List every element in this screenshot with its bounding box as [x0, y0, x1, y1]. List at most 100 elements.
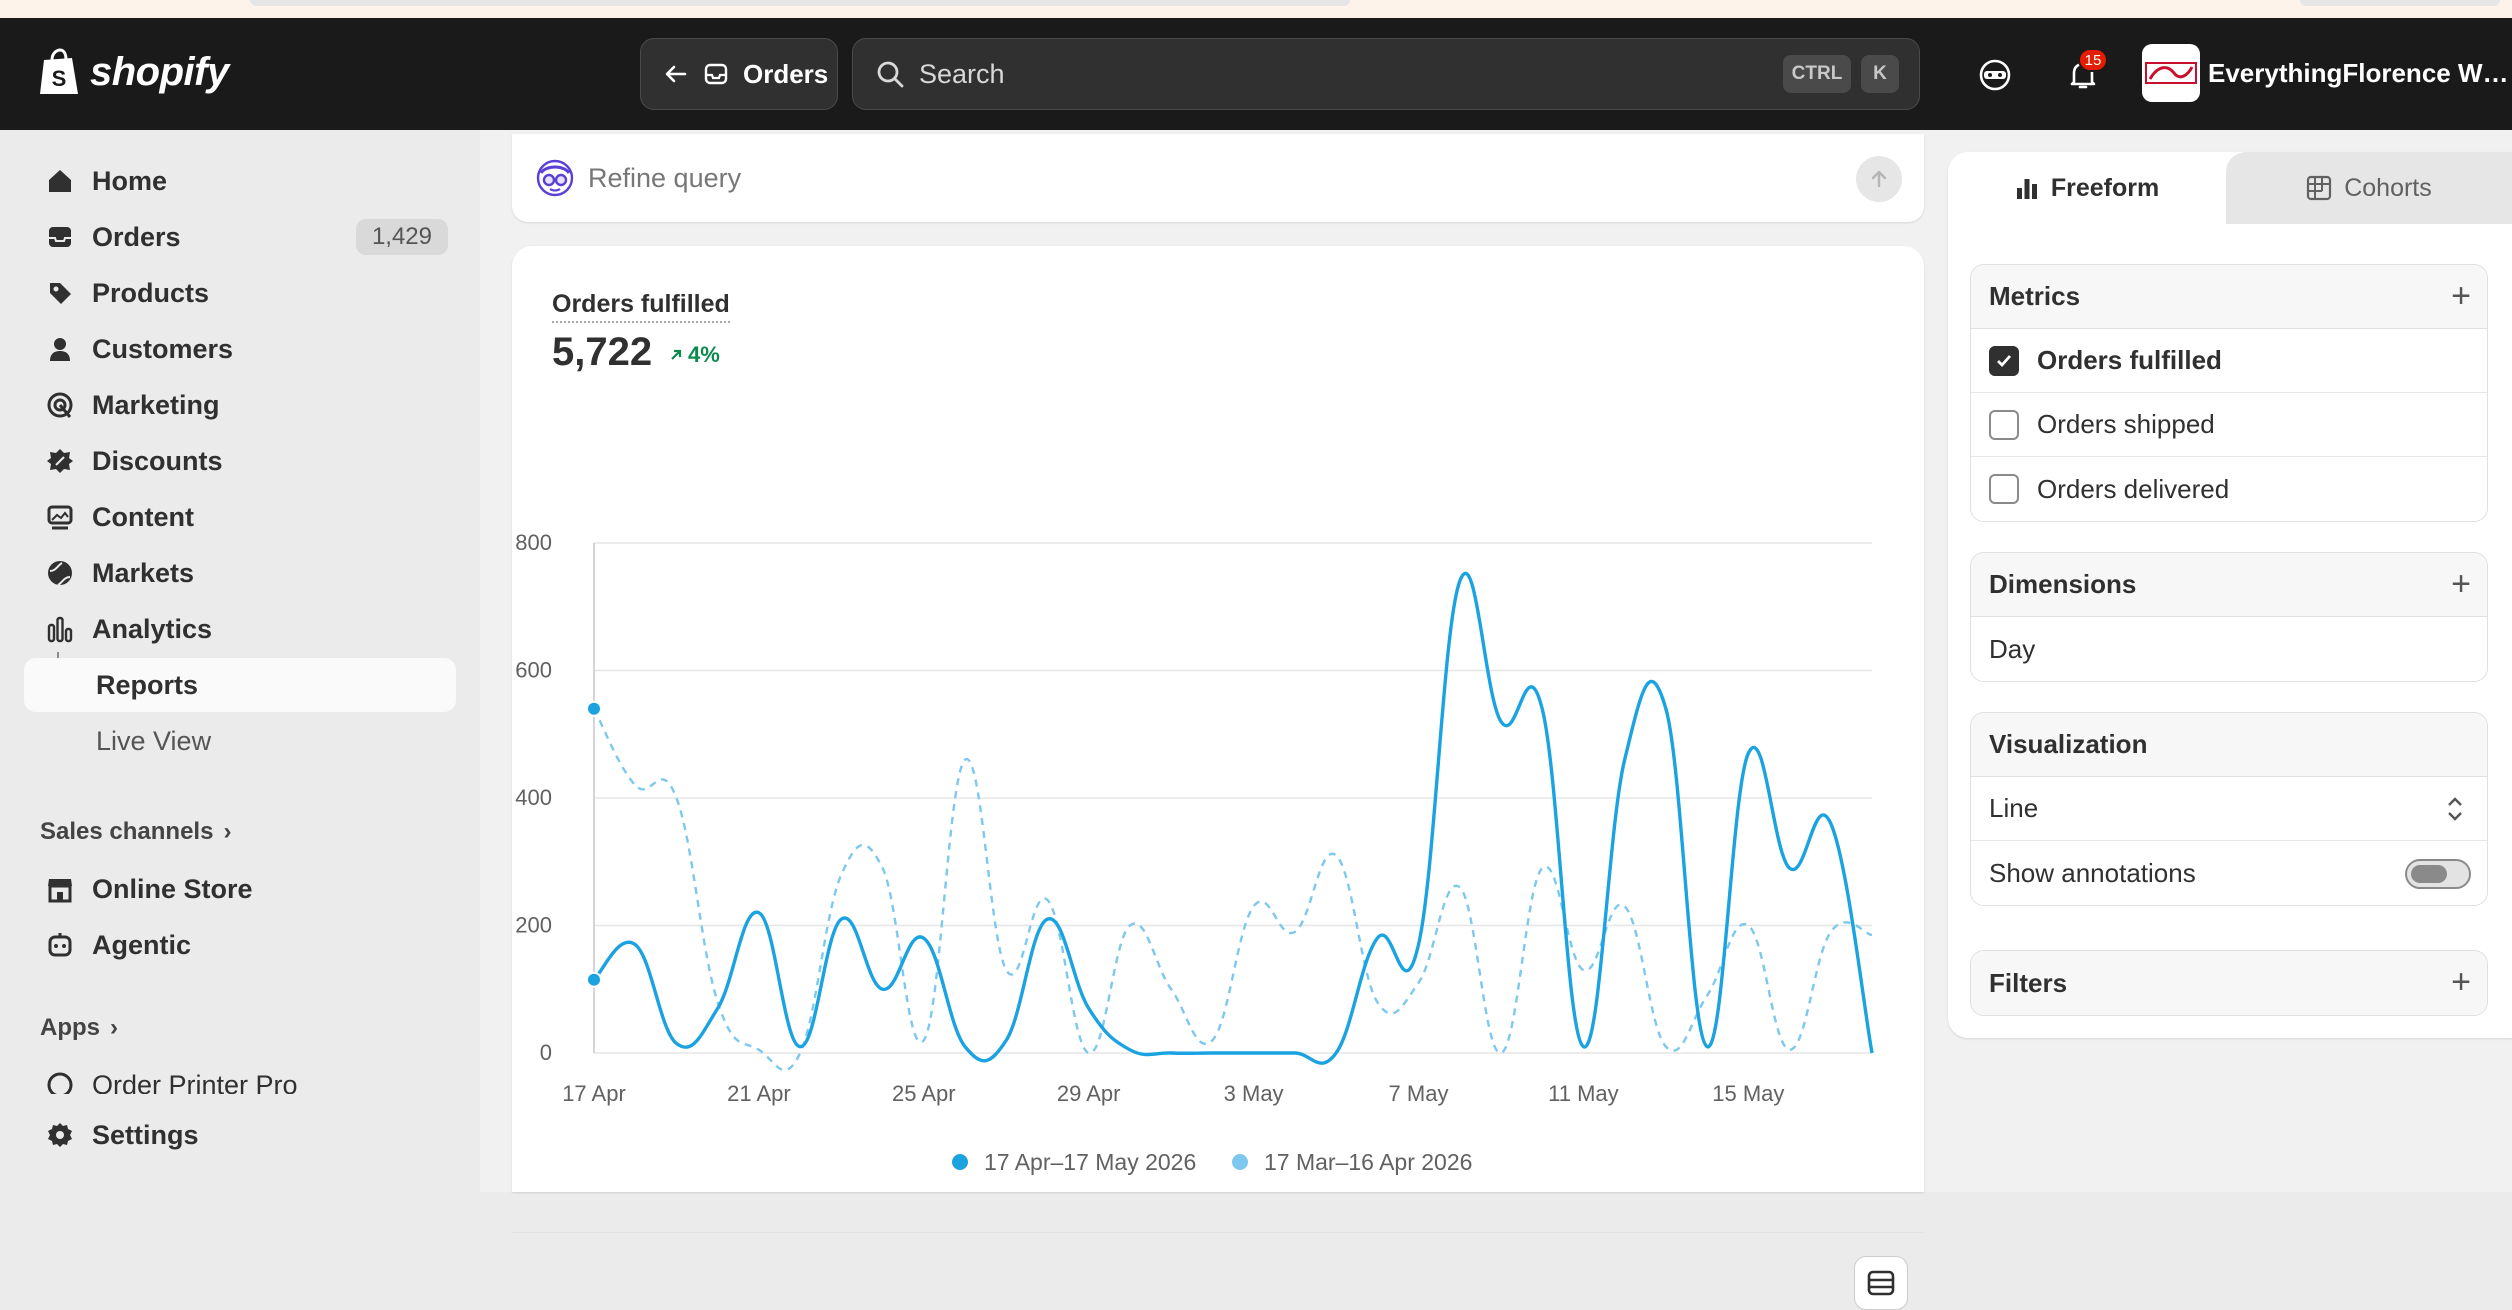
- sidebar-item-orders[interactable]: Orders 1,429: [24, 210, 456, 264]
- orders-count-badge: 1,429: [355, 219, 448, 255]
- content-icon: [42, 499, 78, 535]
- svg-text:S: S: [52, 66, 67, 91]
- sidebar-item-label: Customers: [92, 333, 234, 364]
- dimension-item-day[interactable]: Day: [1971, 617, 2487, 681]
- shopify-logo[interactable]: S shopify: [38, 48, 229, 96]
- chevron-right-icon: ›: [223, 818, 232, 845]
- select-chevrons-icon: [2448, 797, 2462, 821]
- tab-cohorts[interactable]: Cohorts: [2226, 152, 2512, 224]
- sidebar-item-markets[interactable]: Markets: [24, 546, 456, 600]
- metrics-title: Metrics: [1989, 281, 2081, 311]
- metrics-section: Metrics + Orders fulfilled Orders shippe…: [1970, 264, 2488, 522]
- visualization-title: Visualization: [1989, 729, 2148, 759]
- sidebar-item-live-view[interactable]: Live View: [24, 714, 456, 768]
- series-start-point: [586, 700, 602, 717]
- sidebar-item-discounts[interactable]: Discounts: [24, 434, 456, 488]
- sidebar-item-settings[interactable]: Settings: [24, 1108, 456, 1162]
- tab-label: Freeform: [2050, 173, 2160, 202]
- metric-option-orders-shipped[interactable]: Orders shipped: [1971, 393, 2487, 457]
- sidekick-button[interactable]: [1972, 52, 2018, 98]
- orders-icon: [42, 219, 78, 255]
- sidebar-item-customers[interactable]: Customers: [24, 322, 456, 376]
- legend-label[interactable]: 17 Mar–16 Apr 2026: [1264, 1149, 1472, 1175]
- sidebar-item-label: Products: [92, 277, 210, 308]
- dimensions-section: Dimensions + Day: [1970, 552, 2488, 682]
- dimension-label: Day: [1989, 633, 2036, 664]
- x-tick-label: 3 May: [1224, 1081, 1284, 1106]
- x-tick-label: 25 Apr: [892, 1081, 956, 1106]
- y-tick-label: 400: [515, 785, 552, 810]
- x-tick-label: 11 May: [1548, 1081, 1619, 1106]
- toggle-table-button[interactable]: [1854, 1256, 1908, 1310]
- visualization-section: Visualization Line Show annotations: [1970, 712, 2488, 906]
- store-name[interactable]: EverythingFlorence Whol...: [2208, 58, 2512, 88]
- sales-channels-section[interactable]: Sales channels ›: [40, 818, 231, 846]
- visualization-header: Visualization: [1971, 713, 2487, 777]
- visualization-value: Line: [1989, 793, 2039, 823]
- visualization-type-select[interactable]: Line: [1971, 777, 2487, 841]
- sidebar-item-label: Online Store: [92, 873, 253, 904]
- dimensions-title: Dimensions: [1989, 569, 2137, 599]
- sidebar-item-home[interactable]: Home: [24, 154, 456, 208]
- checkbox-checked[interactable]: [1989, 345, 2019, 376]
- sidebar-item-online-store[interactable]: Online Store: [24, 862, 456, 916]
- apps-section[interactable]: Apps ›: [40, 1014, 118, 1042]
- tag-icon: [42, 275, 78, 311]
- store-logo-icon: [2145, 62, 2197, 84]
- shortcut-ctrl-key: CTRL: [1783, 55, 1851, 93]
- shopify-wordmark: shopify: [90, 49, 229, 94]
- store-avatar[interactable]: [2142, 44, 2200, 102]
- refine-query-bar[interactable]: Refine query: [512, 134, 1924, 222]
- sidekick-icon: [1979, 59, 2011, 91]
- search-icon: [877, 61, 904, 88]
- line-chart: 0 200 400 600 800 17 Apr 21 Apr 25 Apr 29 Apr 3 M…: [515, 530, 1874, 1106]
- checkbox[interactable]: [1989, 474, 2019, 504]
- sidebar-item-agentic[interactable]: Agentic: [24, 918, 456, 972]
- chevron-right-icon: ›: [110, 1014, 118, 1041]
- checkbox[interactable]: [1989, 409, 2019, 440]
- bar-chart-icon: [2016, 179, 2037, 199]
- agentic-icon: [42, 927, 78, 963]
- metric-delta-value: 4%: [688, 342, 720, 367]
- legend-label[interactable]: 17 Apr–17 May 2026: [984, 1149, 1196, 1175]
- back-to-orders-button[interactable]: Orders: [640, 38, 838, 110]
- metric-option-orders-delivered[interactable]: Orders delivered: [1971, 457, 2487, 521]
- show-annotations-label: Show annotations: [1989, 857, 2196, 888]
- add-filter-button[interactable]: +: [2451, 963, 2471, 1001]
- shopify-bag-icon: S: [40, 48, 78, 94]
- add-dimension-button[interactable]: +: [2451, 565, 2471, 603]
- sidebar-item-analytics[interactable]: Analytics: [24, 602, 456, 656]
- show-annotations-toggle[interactable]: [2405, 859, 2471, 889]
- metric-title[interactable]: Orders fulfilled: [552, 290, 730, 323]
- filters-section: Filters +: [1970, 950, 2488, 1016]
- sidekick-avatar-icon: [536, 159, 574, 197]
- tab-freeform[interactable]: Freeform: [1948, 152, 2226, 224]
- sidebar-item-label: Order Printer Pro: [92, 1069, 298, 1095]
- home-icon: [42, 163, 78, 199]
- toggle-knob: [2411, 865, 2447, 883]
- series-start-point: [586, 971, 602, 988]
- sidebar-item-content[interactable]: Content: [24, 490, 456, 544]
- sidebar-item-products[interactable]: Products: [24, 266, 456, 320]
- y-tick-label: 800: [515, 530, 552, 555]
- sidebar-item-marketing[interactable]: Marketing: [24, 378, 456, 432]
- table-icon: [1867, 1270, 1895, 1296]
- sidebar-item-reports[interactable]: Reports: [24, 658, 456, 712]
- sidebar-item-label: Analytics: [92, 613, 213, 644]
- dimensions-header: Dimensions +: [1971, 553, 2487, 617]
- metric-option-orders-fulfilled[interactable]: Orders fulfilled: [1971, 329, 2487, 393]
- add-metric-button[interactable]: +: [2451, 277, 2471, 315]
- search-input[interactable]: Search CTRL K: [852, 38, 1920, 110]
- sidebar-item-label: Live View: [96, 725, 212, 756]
- y-tick-label: 200: [515, 913, 552, 938]
- legend-swatch: [952, 1154, 968, 1170]
- metric-value: 5,722: [552, 330, 653, 374]
- gear-icon: [42, 1117, 78, 1153]
- sidebar-item-order-printer-pro[interactable]: Order Printer Pro: [24, 1058, 456, 1094]
- submit-query-button[interactable]: [1856, 156, 1902, 202]
- inbox-icon: [704, 63, 728, 85]
- sidebar-item-label: Reports: [96, 669, 199, 700]
- shortcut-k-key: K: [1861, 55, 1899, 93]
- x-tick-label: 17 Apr: [562, 1081, 626, 1106]
- sidebar-item-label: Home: [92, 165, 168, 196]
